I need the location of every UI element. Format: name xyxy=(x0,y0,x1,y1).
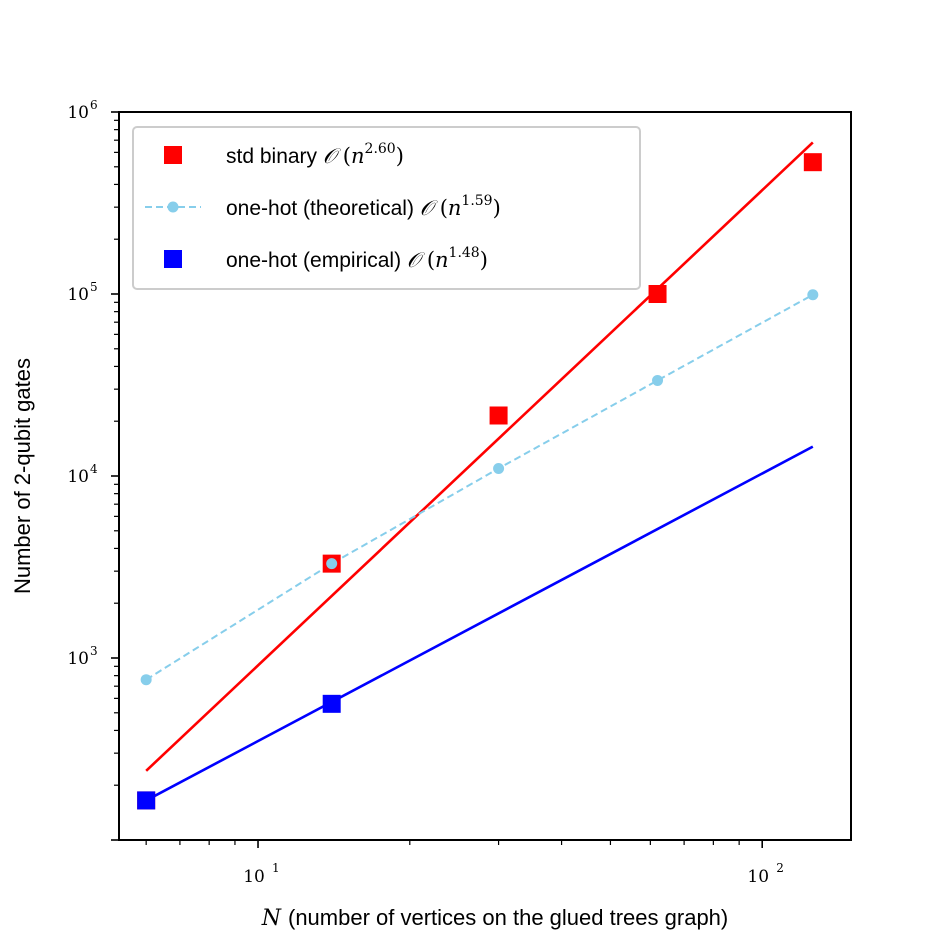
x-tick-label: 10 xyxy=(243,867,265,887)
legend-label: std binary 𝒪 (n2.60) xyxy=(226,141,404,168)
legend: std binary 𝒪 (n2.60) one-hot (theoretical… xyxy=(132,126,641,290)
axis-labels: N (number of vertices on the glued trees… xyxy=(10,358,728,931)
y-tick-exponent: 3 xyxy=(90,644,98,658)
legend-marker xyxy=(164,250,182,268)
legend-box xyxy=(132,126,641,290)
legend-marker xyxy=(167,201,179,213)
y-axis-label: Number of 2-qubit gates xyxy=(10,358,35,594)
y-tick-exponent: 5 xyxy=(90,280,98,294)
one-hot-theoretical-point xyxy=(326,558,338,570)
plot-area xyxy=(137,141,822,810)
std-binary-point xyxy=(489,406,508,425)
y-tick-exponent: 4 xyxy=(90,462,98,476)
legend-label: one-hot (theoretical) 𝒪 (n1.59) xyxy=(226,193,501,220)
std-binary-point xyxy=(648,285,667,303)
one-hot-theoretical-point xyxy=(652,374,664,386)
one-hot-empirical-fit-line xyxy=(145,445,814,802)
y-tick-label: 10 xyxy=(67,467,89,487)
x-axis-label: N (number of vertices on the glued trees… xyxy=(261,905,729,931)
one-hot-theoretical-point xyxy=(493,462,505,474)
std-binary-point xyxy=(803,153,822,172)
std-binary-fit-line xyxy=(145,141,814,772)
x-tick-exponent: 1 xyxy=(272,861,280,875)
y-tick-exponent: 6 xyxy=(90,98,98,112)
y-tick-label: 10 xyxy=(67,285,89,305)
y-tick-label: 10 xyxy=(67,103,89,123)
x-tick-label: 10 xyxy=(747,867,769,887)
legend-label: one-hot (empirical) 𝒪 (n1.48) xyxy=(226,245,488,272)
one-hot-empirical-point xyxy=(322,694,341,713)
y-tick-label: 10 xyxy=(67,649,89,669)
one-hot-empirical-point xyxy=(137,791,156,810)
one-hot-theoretical-line xyxy=(145,293,814,681)
legend-marker xyxy=(164,146,182,164)
one-hot-theoretical-point xyxy=(807,289,819,301)
one-hot-theoretical-point xyxy=(140,674,152,686)
x-tick-exponent: 2 xyxy=(776,861,784,875)
